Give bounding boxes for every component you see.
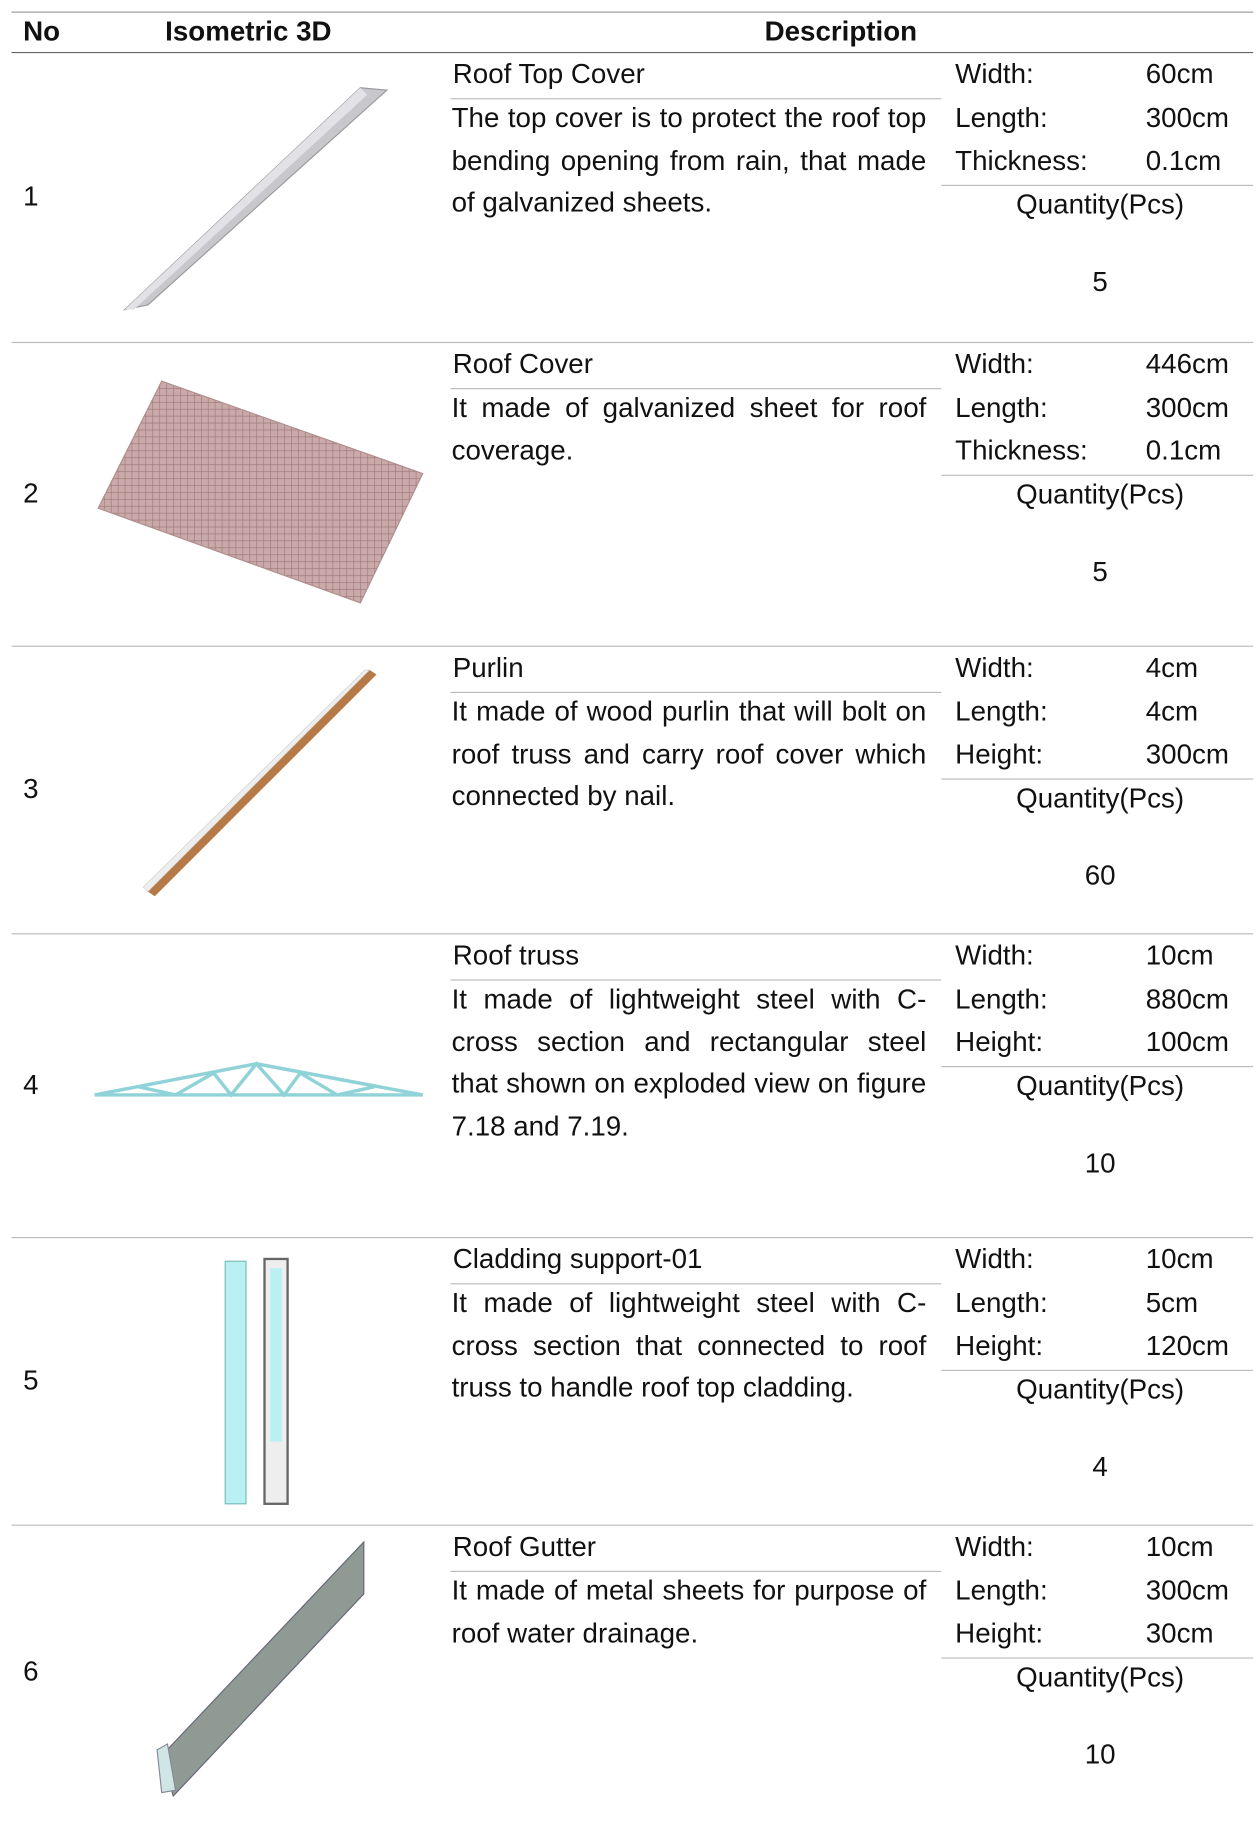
quantity-label: Quantity(Pcs) (1016, 1662, 1185, 1694)
spec-label: Length: (955, 983, 1048, 1015)
spec-label: Length: (955, 1574, 1048, 1607)
row-no: 3 (23, 773, 39, 805)
spec-value: 300cm (1145, 392, 1229, 424)
spec-value: 300cm (1145, 102, 1229, 134)
title-rule (450, 388, 942, 390)
spec-value: 60cm (1145, 58, 1214, 91)
spec-value: 30cm (1145, 1618, 1214, 1650)
title-rule (450, 1283, 942, 1285)
item-title: Roof Cover (452, 348, 593, 380)
row-no: 4 (23, 1068, 39, 1101)
quantity-label: Quantity(Pcs) (1016, 1070, 1185, 1102)
spec-value: 300cm (1145, 739, 1229, 771)
truss-icon (94, 1061, 424, 1098)
item-description: It made of galvanized sheet for roof cov… (451, 392, 927, 467)
quantity: 60 (1084, 860, 1116, 892)
item-description: It made of lightweight steel with C-cros… (451, 1287, 927, 1404)
spec-value: 300cm (1145, 1574, 1229, 1607)
spec-rule (941, 1369, 1254, 1371)
item-title: Purlin (452, 652, 524, 684)
purlin-icon (142, 669, 371, 893)
spec-rule (941, 474, 1254, 476)
quantity: 5 (1092, 266, 1108, 298)
roof-cover-icon (97, 380, 424, 604)
spec-value: 0.1cm (1145, 145, 1222, 177)
spec-label: Thickness: (955, 435, 1088, 467)
spec-value: 446cm (1145, 348, 1229, 380)
spec-value: 10cm (1145, 1531, 1214, 1563)
quantity-label: Quantity(Pcs) (1016, 479, 1185, 511)
quantity: 10 (1084, 1148, 1116, 1180)
rule (11, 51, 1254, 54)
row-rule (11, 933, 1254, 935)
spec-label: Width: (955, 1531, 1034, 1563)
row-no: 2 (23, 477, 39, 509)
quantity: 5 (1092, 556, 1108, 588)
spec-label: Height: (955, 1330, 1044, 1362)
row-no: 1 (23, 180, 39, 212)
item-title: Cladding support-01 (452, 1243, 703, 1276)
spec-value: 120cm (1145, 1330, 1229, 1362)
spec-value: 100cm (1145, 1026, 1229, 1058)
spec-value: 4cm (1145, 695, 1199, 728)
header-no: No (23, 16, 61, 48)
quantity: 4 (1092, 1451, 1108, 1484)
header-iso: Isometric 3D (165, 16, 332, 48)
item-description: The top cover is to protect the roof top… (451, 102, 927, 219)
cladding-icon (224, 1260, 247, 1505)
title-rule (450, 979, 942, 981)
spec-label: Length: (955, 695, 1048, 728)
spec-label: Height: (955, 739, 1044, 771)
spec-label: Width: (955, 940, 1034, 972)
item-description: It made of metal sheets for purpose of r… (451, 1575, 927, 1649)
header-description: Description (764, 16, 918, 48)
spec-label: Length: (955, 1287, 1048, 1319)
quantity-label: Quantity(Pcs) (1016, 189, 1185, 221)
row-rule (11, 1237, 1254, 1239)
gutter-icon (161, 1540, 365, 1798)
row-rule (11, 341, 1254, 344)
item-description: It made of lightweight steel with C-cros… (451, 984, 927, 1142)
spec-rule (941, 778, 1254, 780)
spec-label: Width: (955, 348, 1034, 380)
spec-value: 880cm (1145, 983, 1229, 1015)
spec-label: Length: (955, 392, 1048, 424)
title-rule (450, 98, 942, 100)
spec-label: Width: (955, 58, 1034, 91)
spec-label: Height: (955, 1026, 1044, 1058)
spec-value: 4cm (1145, 652, 1199, 684)
item-title: Roof truss (452, 940, 580, 972)
spec-value: 5cm (1145, 1287, 1199, 1319)
item-title: Roof Gutter (452, 1531, 597, 1563)
roof-top-cover-icon (124, 87, 368, 310)
row-no: 6 (23, 1656, 39, 1688)
cladding-icon (270, 1268, 282, 1442)
purlin-icon (147, 669, 377, 897)
quantity: 10 (1084, 1739, 1116, 1771)
spec-value: 0.1cm (1145, 435, 1222, 467)
spec-rule (941, 184, 1254, 186)
spec-label: Width: (955, 652, 1034, 684)
spec-rule (941, 1657, 1254, 1659)
title-rule (450, 1570, 942, 1572)
item-title: Roof Top Cover (452, 58, 645, 91)
spec-label: Height: (955, 1618, 1044, 1650)
row-rule (11, 1524, 1254, 1526)
row-no: 5 (23, 1364, 39, 1396)
gutter-icon (156, 1743, 177, 1794)
row-rule (11, 645, 1254, 647)
spec-label: Thickness: (955, 145, 1088, 177)
quantity-label: Quantity(Pcs) (1016, 1374, 1185, 1406)
spec-value: 10cm (1145, 940, 1214, 972)
title-rule (450, 691, 942, 693)
spec-value: 10cm (1145, 1243, 1214, 1276)
spec-label: Width: (955, 1243, 1034, 1276)
rule (11, 11, 1254, 13)
spec-rule (941, 1066, 1254, 1068)
quantity-label: Quantity(Pcs) (1016, 783, 1185, 815)
item-description: It made of wood purlin that will bolt on… (451, 696, 927, 812)
spec-label: Length: (955, 102, 1048, 134)
